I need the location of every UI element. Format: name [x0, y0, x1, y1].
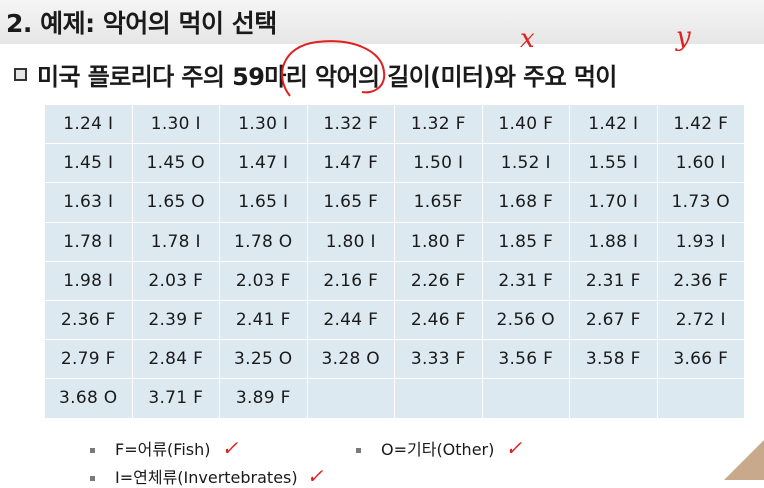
- table-row: 1.63 I 1.65 O 1.65 I 1.65 F 1.65F 1.68 F 1.70 …: [44, 182, 745, 223]
- table-cell: 2.39 F: [131, 299, 220, 341]
- legend-invertebrates-label: I=연체류(Invertebrates): [115, 468, 298, 487]
- legend-other-label: O=기타(Other): [381, 440, 495, 459]
- table-cell: 2.16 F: [306, 260, 395, 301]
- table-cell: 1.88 I: [569, 221, 658, 262]
- table-cell: 2.79 F: [44, 339, 133, 380]
- table-cell: 3.89 F: [219, 378, 308, 419]
- table-cell: 1.98 I: [44, 260, 133, 301]
- table-cell: 1.40 F: [481, 103, 570, 145]
- subtitle-row: 미국 플로리다 주의 59마리 악어의 길이(미터)와 주요 먹이: [14, 58, 764, 91]
- data-table-wrap: 1.24 I 1.30 I 1.30 I 1.32 F 1.32 F 1.40 F 1.42…: [44, 103, 745, 419]
- table-cell: 1.78 I: [131, 221, 220, 262]
- table-cell: 1.47 I: [219, 143, 308, 184]
- title-band: [0, 0, 764, 44]
- table-cell: 3.28 O: [306, 339, 395, 380]
- table-cell: [306, 378, 395, 419]
- table-row: 2.36 F 2.39 F 2.41 F 2.44 F 2.46 F 2.56 O 2.67…: [44, 299, 745, 341]
- table-cell: 3.58 F: [569, 339, 658, 380]
- legend-fish-label: F=어류(Fish): [115, 440, 211, 459]
- table-cell: 1.80 I: [306, 221, 395, 262]
- table-cell: 1.32 F: [306, 103, 395, 145]
- table-cell: 2.72 I: [656, 299, 745, 341]
- table-cell: 1.78 I: [44, 221, 133, 262]
- table-cell: 3.68 O: [44, 378, 133, 419]
- table-cell: 2.41 F: [219, 299, 308, 341]
- table-cell: 1.63 I: [44, 182, 133, 223]
- bullet-dot-icon: [356, 448, 361, 453]
- check-mark: ✓: [221, 436, 239, 460]
- table-cell: 1.65F: [394, 182, 483, 223]
- bullet-dot-icon: [90, 476, 95, 481]
- table-cell: 1.42 I: [569, 103, 658, 145]
- table-row: 1.98 I 2.03 F 2.03 F 2.16 F 2.26 F 2.31 F 2.31…: [44, 260, 745, 301]
- table-cell: [481, 378, 570, 419]
- table-cell: 1.73 O: [656, 182, 745, 223]
- table-cell: 3.33 F: [394, 339, 483, 380]
- table-cell: 1.42 F: [656, 103, 745, 145]
- table-cell: 3.25 O: [219, 339, 308, 380]
- table-cell: 2.31 F: [569, 260, 658, 301]
- table-cell: 2.46 F: [394, 299, 483, 341]
- table-cell: 3.56 F: [481, 339, 570, 380]
- page-title: 2. 예제: 악어의 먹이 선택: [6, 9, 277, 38]
- table-cell: 1.65 I: [219, 182, 308, 223]
- table-row: 2.79 F 2.84 F 3.25 O 3.28 O 3.33 F 3.56 F 3.58…: [44, 339, 745, 380]
- table-cell: 1.30 I: [219, 103, 308, 145]
- table-cell: 1.93 I: [656, 221, 745, 262]
- subtitle: 미국 플로리다 주의 59마리 악어의 길이(미터)와 주요 먹이: [37, 62, 617, 91]
- legend-other: O=기타(Other) ✓: [356, 436, 522, 460]
- table-cell: [656, 378, 745, 419]
- table-cell: 2.67 F: [569, 299, 658, 341]
- legend-invertebrates: I=연체류(Invertebrates) ✓: [90, 464, 324, 488]
- table-cell: 1.65 O: [131, 182, 220, 223]
- table-cell: 1.50 I: [394, 143, 483, 184]
- table-cell: 1.47 F: [306, 143, 395, 184]
- table-cell: 1.30 I: [131, 103, 220, 145]
- table-cell: 1.45 O: [131, 143, 220, 184]
- check-mark: ✓: [306, 464, 324, 488]
- table-cell: 1.78 O: [219, 221, 308, 262]
- table-row: 1.78 I 1.78 I 1.78 O 1.80 I 1.80 F 1.85 F 1.88…: [44, 221, 745, 262]
- table-row: 1.45 I 1.45 O 1.47 I 1.47 F 1.50 I 1.52 I 1.55…: [44, 143, 745, 184]
- table-cell: 1.32 F: [394, 103, 483, 145]
- table-cell: 1.45 I: [44, 143, 133, 184]
- table-cell: 1.52 I: [481, 143, 570, 184]
- bullet-dot-icon: [90, 448, 95, 453]
- table-cell: 2.31 F: [481, 260, 570, 301]
- table-cell: 1.55 I: [569, 143, 658, 184]
- table-cell: 1.24 I: [44, 103, 133, 145]
- table-cell: 1.68 F: [481, 182, 570, 223]
- table-cell: 2.84 F: [131, 339, 220, 380]
- table-cell: 3.66 F: [656, 339, 745, 380]
- table-cell: [569, 378, 658, 419]
- table-cell: 1.60 I: [656, 143, 745, 184]
- table-cell: 2.44 F: [306, 299, 395, 341]
- bullet-square-icon: [14, 67, 27, 81]
- table-row: 1.24 I 1.30 I 1.30 I 1.32 F 1.32 F 1.40 F 1.42…: [44, 103, 745, 145]
- alligator-table: 1.24 I 1.30 I 1.30 I 1.32 F 1.32 F 1.40 F 1.42…: [44, 103, 745, 419]
- table-cell: 2.36 F: [656, 260, 745, 301]
- table-cell: 2.03 F: [219, 260, 308, 301]
- table-cell: 2.56 O: [481, 299, 570, 341]
- table-cell: [394, 378, 483, 419]
- table-cell: 1.85 F: [481, 221, 570, 262]
- corner-decoration: [724, 440, 764, 480]
- x-annotation: x: [520, 24, 535, 54]
- circle-annotation: [281, 40, 386, 97]
- table-cell: 1.65 F: [306, 182, 395, 223]
- table-cell: 3.71 F: [131, 378, 220, 419]
- table-cell: 2.03 F: [131, 260, 220, 301]
- table-cell: 2.26 F: [394, 260, 483, 301]
- table-cell: 1.80 F: [394, 221, 483, 262]
- y-annotation: y: [676, 22, 691, 52]
- table-cell: 2.36 F: [44, 299, 133, 341]
- table-row: 3.68 O 3.71 F 3.89 F: [44, 378, 745, 419]
- check-mark: ✓: [505, 436, 523, 460]
- legend-fish: F=어류(Fish) ✓: [90, 436, 238, 460]
- table-cell: 1.70 I: [569, 182, 658, 223]
